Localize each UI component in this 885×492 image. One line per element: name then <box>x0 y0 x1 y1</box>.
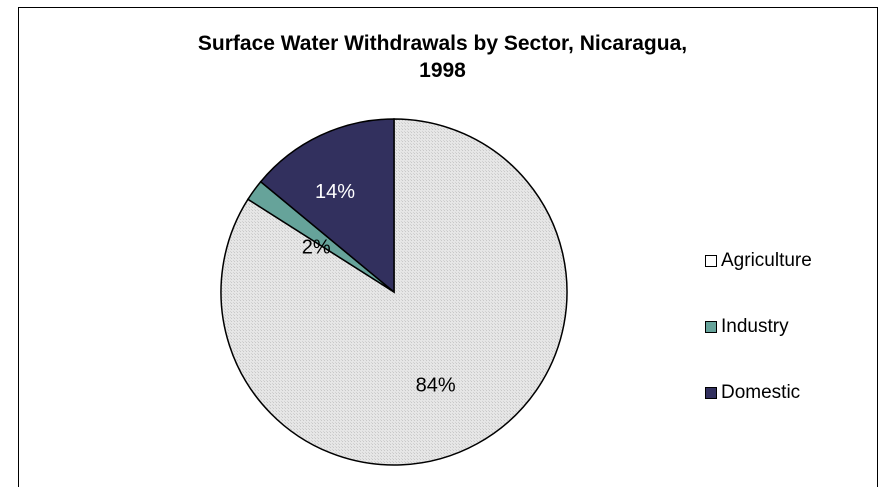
pie-label-industry: 2% <box>302 236 331 258</box>
pie-label-domestic: 14% <box>315 181 355 203</box>
chart-title-line-2: 1998 <box>419 59 466 82</box>
chart-title: Surface Water Withdrawals by Sector, Nic… <box>0 30 885 84</box>
legend-label-domestic: Domestic <box>721 382 801 403</box>
legend-swatch-domestic <box>705 387 717 399</box>
pie-label-agriculture: 84% <box>416 374 456 396</box>
pie-slice-domestic <box>259 118 395 294</box>
legend-label-agriculture: Agriculture <box>721 250 812 271</box>
legend-swatch-agriculture <box>705 255 717 267</box>
legend-label-industry: Industry <box>721 316 789 337</box>
pie-labels: 84% 2% 14% <box>302 181 456 396</box>
chart-title-line-1: Surface Water Withdrawals by Sector, Nic… <box>197 32 688 55</box>
legend-swatch-industry <box>705 321 717 333</box>
chart-frame <box>18 7 878 487</box>
pie-slices <box>220 118 568 466</box>
